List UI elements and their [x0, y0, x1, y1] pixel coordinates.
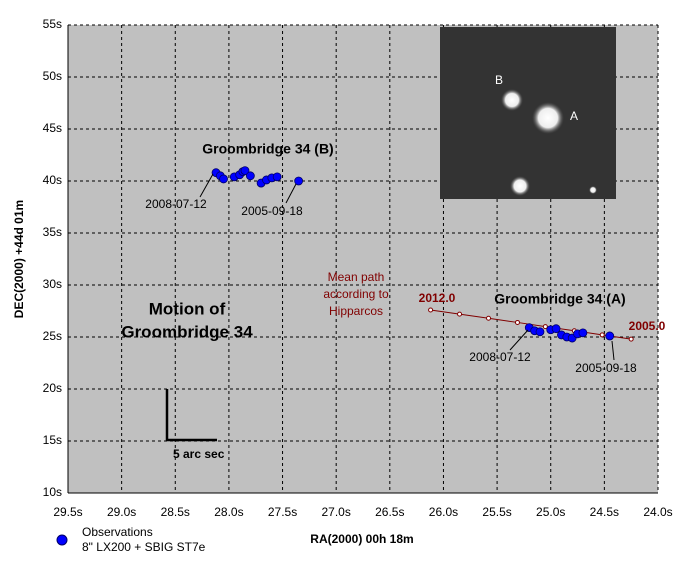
- y-tick-label: 10s: [43, 485, 62, 499]
- path-point: [542, 324, 548, 330]
- annotation: Groombridge 34 (A): [494, 291, 625, 307]
- legend-note: 8" LX200 + SBIG ST7e: [82, 540, 206, 554]
- y-axis-label: DEC(2000) +44d 01m: [12, 200, 26, 318]
- x-tick-label: 26.0s: [429, 505, 458, 519]
- path-point: [628, 336, 634, 342]
- y-tick-label: 30s: [43, 277, 62, 291]
- x-tick-label: 24.0s: [643, 505, 672, 519]
- annotation: 2008-07-12: [469, 350, 531, 364]
- point: [245, 171, 255, 181]
- path-point: [428, 307, 434, 313]
- x-tick-label: 29.5s: [53, 505, 82, 519]
- x-tick-label: 29.0s: [107, 505, 136, 519]
- scale-label: 5 arc sec: [173, 447, 225, 461]
- annotation: 2005-09-18: [575, 361, 637, 375]
- path-start-label: 2012.0: [419, 291, 456, 305]
- x-axis-label: RA(2000) 00h 18m: [310, 532, 413, 546]
- path-point: [514, 319, 520, 325]
- leader-line: [509, 329, 529, 351]
- x-tick-label: 27.5s: [268, 505, 297, 519]
- path-label: Mean path: [328, 270, 385, 284]
- point: [578, 328, 588, 338]
- annotation: 2005-09-18: [241, 204, 303, 218]
- annotation: Groombridge 34 (B): [202, 141, 333, 157]
- y-tick-label: 20s: [43, 381, 62, 395]
- point: [551, 324, 561, 334]
- point: [605, 331, 615, 341]
- title-line: Motion of: [149, 299, 226, 318]
- x-tick-label: 27.0s: [322, 505, 351, 519]
- y-tick-label: 50s: [43, 69, 62, 83]
- inset-image: [440, 27, 616, 199]
- path-label: according to: [323, 287, 389, 301]
- path-point: [457, 311, 463, 317]
- legend-marker: [56, 534, 68, 546]
- path-point: [486, 315, 492, 321]
- x-tick-label: 25.5s: [482, 505, 511, 519]
- leader-line: [285, 183, 297, 204]
- y-tick-label: 40s: [43, 173, 62, 187]
- y-tick-label: 15s: [43, 433, 62, 447]
- path-end-label: 2005.0: [629, 319, 666, 333]
- point: [272, 172, 282, 182]
- scale-bar: [165, 389, 217, 442]
- title-line: Groombridge 34: [121, 322, 253, 341]
- point: [294, 176, 304, 186]
- y-tick-label: 25s: [43, 329, 62, 343]
- annotation: 2008-07-12: [145, 197, 207, 211]
- path-point: [599, 332, 605, 338]
- leader-line: [199, 173, 214, 198]
- x-tick-label: 25.0s: [536, 505, 565, 519]
- inset-label: B: [495, 73, 503, 87]
- x-tick-label: 24.5s: [590, 505, 619, 519]
- leader-line: [611, 340, 615, 361]
- inset-label: A: [570, 109, 578, 123]
- x-tick-label: 26.5s: [375, 505, 404, 519]
- point: [240, 166, 250, 176]
- x-tick-label: 28.5s: [161, 505, 190, 519]
- x-tick-label: 28.0s: [214, 505, 243, 519]
- point: [535, 327, 545, 337]
- y-tick-label: 55s: [43, 17, 62, 31]
- path-label: Hipparcos: [329, 304, 383, 318]
- point: [219, 174, 228, 184]
- legend-label: Observations: [82, 525, 153, 539]
- y-tick-label: 45s: [43, 121, 62, 135]
- y-tick-label: 35s: [43, 225, 62, 239]
